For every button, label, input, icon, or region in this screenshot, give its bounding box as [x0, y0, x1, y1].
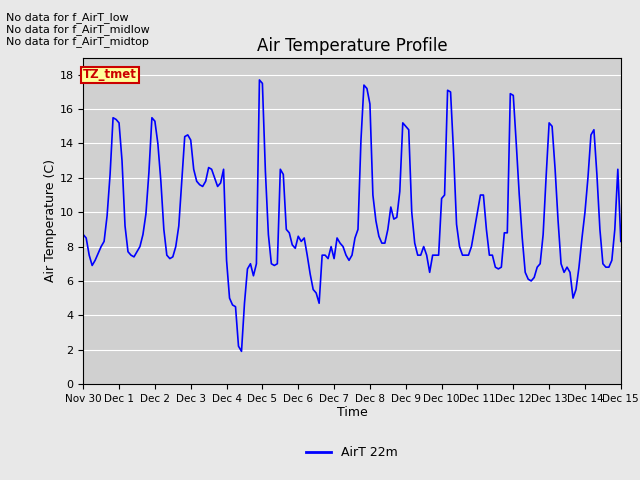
Text: TZ_tmet: TZ_tmet [83, 68, 137, 81]
Legend: AirT 22m: AirT 22m [301, 441, 403, 464]
Y-axis label: Air Temperature (C): Air Temperature (C) [44, 159, 56, 282]
Text: No data for f_AirT_low: No data for f_AirT_low [6, 12, 129, 23]
Title: Air Temperature Profile: Air Temperature Profile [257, 36, 447, 55]
Text: No data for f_AirT_midtop: No data for f_AirT_midtop [6, 36, 149, 47]
X-axis label: Time: Time [337, 407, 367, 420]
Text: No data for f_AirT_midlow: No data for f_AirT_midlow [6, 24, 150, 35]
